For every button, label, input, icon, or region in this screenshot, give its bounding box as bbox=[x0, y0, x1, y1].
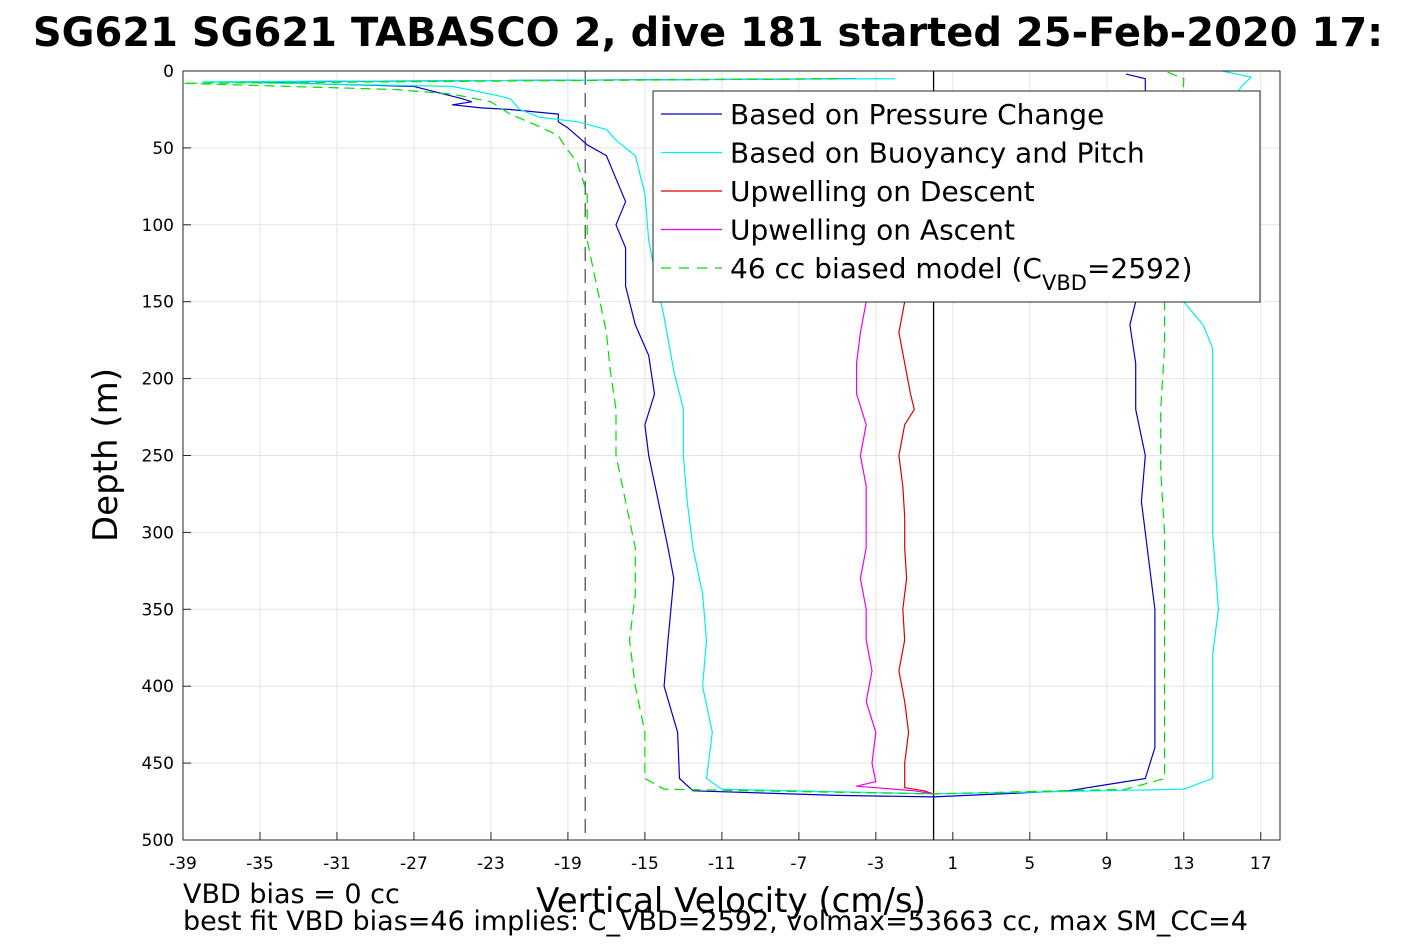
x-tick-label: 13 bbox=[1173, 854, 1195, 874]
x-tick-label: 17 bbox=[1250, 854, 1272, 874]
legend-entry-label: Upwelling on Descent bbox=[730, 175, 1035, 208]
y-tick-label: 150 bbox=[142, 293, 174, 313]
x-tick-label: -23 bbox=[477, 854, 505, 874]
x-tick-label: -31 bbox=[323, 854, 351, 874]
series-line-1 bbox=[201, 70, 1252, 795]
y-tick-label: 500 bbox=[142, 831, 174, 851]
x-tick-label: 9 bbox=[1101, 854, 1112, 874]
y-axis-ticks: 0 50 100 150 200 250 300 350 400 450 500 bbox=[142, 62, 191, 851]
x-tick-label: 1 bbox=[947, 854, 958, 874]
legend: Based on Pressure Change Based on Buoyanc… bbox=[652, 90, 1261, 303]
chart-title: SG621 SG621 TABASCO 2, dive 181 started … bbox=[33, 10, 1383, 56]
series-line-3 bbox=[855, 301, 934, 795]
x-tick-label: -39 bbox=[169, 854, 197, 874]
x-tick-label: -15 bbox=[631, 854, 659, 874]
vbd-bias-note: VBD bias = 0 cc bbox=[183, 879, 400, 910]
series-line-4 bbox=[182, 70, 1185, 795]
y-tick-label: 300 bbox=[142, 523, 174, 543]
x-tick-label: -3 bbox=[867, 854, 884, 874]
legend-entry-label: Upwelling on Ascent bbox=[730, 214, 1015, 247]
x-axis-label: Vertical Velocity (cm/s) bbox=[536, 881, 926, 921]
x-tick-label: -27 bbox=[400, 854, 428, 874]
y-tick-label: 100 bbox=[142, 216, 174, 236]
series-line-2 bbox=[898, 301, 934, 795]
y-tick-label: 200 bbox=[142, 370, 174, 390]
y-tick-label: 400 bbox=[142, 677, 174, 697]
legend-entry-label: 46 cc biased model (CVBD=2592) bbox=[730, 252, 1193, 295]
y-tick-label: 350 bbox=[142, 600, 174, 620]
legend-entry-label: Based on Pressure Change bbox=[730, 98, 1104, 131]
x-tick-label: -35 bbox=[246, 854, 274, 874]
series-line-0 bbox=[240, 73, 1156, 798]
legend-entry-label: Based on Buoyancy and Pitch bbox=[730, 137, 1145, 170]
y-tick-label: 450 bbox=[142, 754, 174, 774]
x-tick-label: -11 bbox=[708, 854, 736, 874]
y-tick-label: 0 bbox=[163, 62, 174, 82]
x-tick-label: 5 bbox=[1024, 854, 1035, 874]
best-fit-note: best fit VBD bias=46 implies: C_VBD=2592… bbox=[183, 906, 1248, 937]
x-tick-label: -19 bbox=[554, 854, 582, 874]
y-axis-label: Depth (m) bbox=[86, 368, 126, 542]
legend-box bbox=[652, 90, 1261, 303]
y-tick-label: 50 bbox=[152, 139, 174, 159]
data-series bbox=[182, 70, 1252, 798]
x-axis-ticks: -39 -35 -31 -27 -23 -19 -15 -11 -7 -3 1 5 9 13 17 bbox=[169, 832, 1272, 874]
x-tick-label: -7 bbox=[790, 854, 807, 874]
y-tick-label: 250 bbox=[142, 447, 174, 467]
